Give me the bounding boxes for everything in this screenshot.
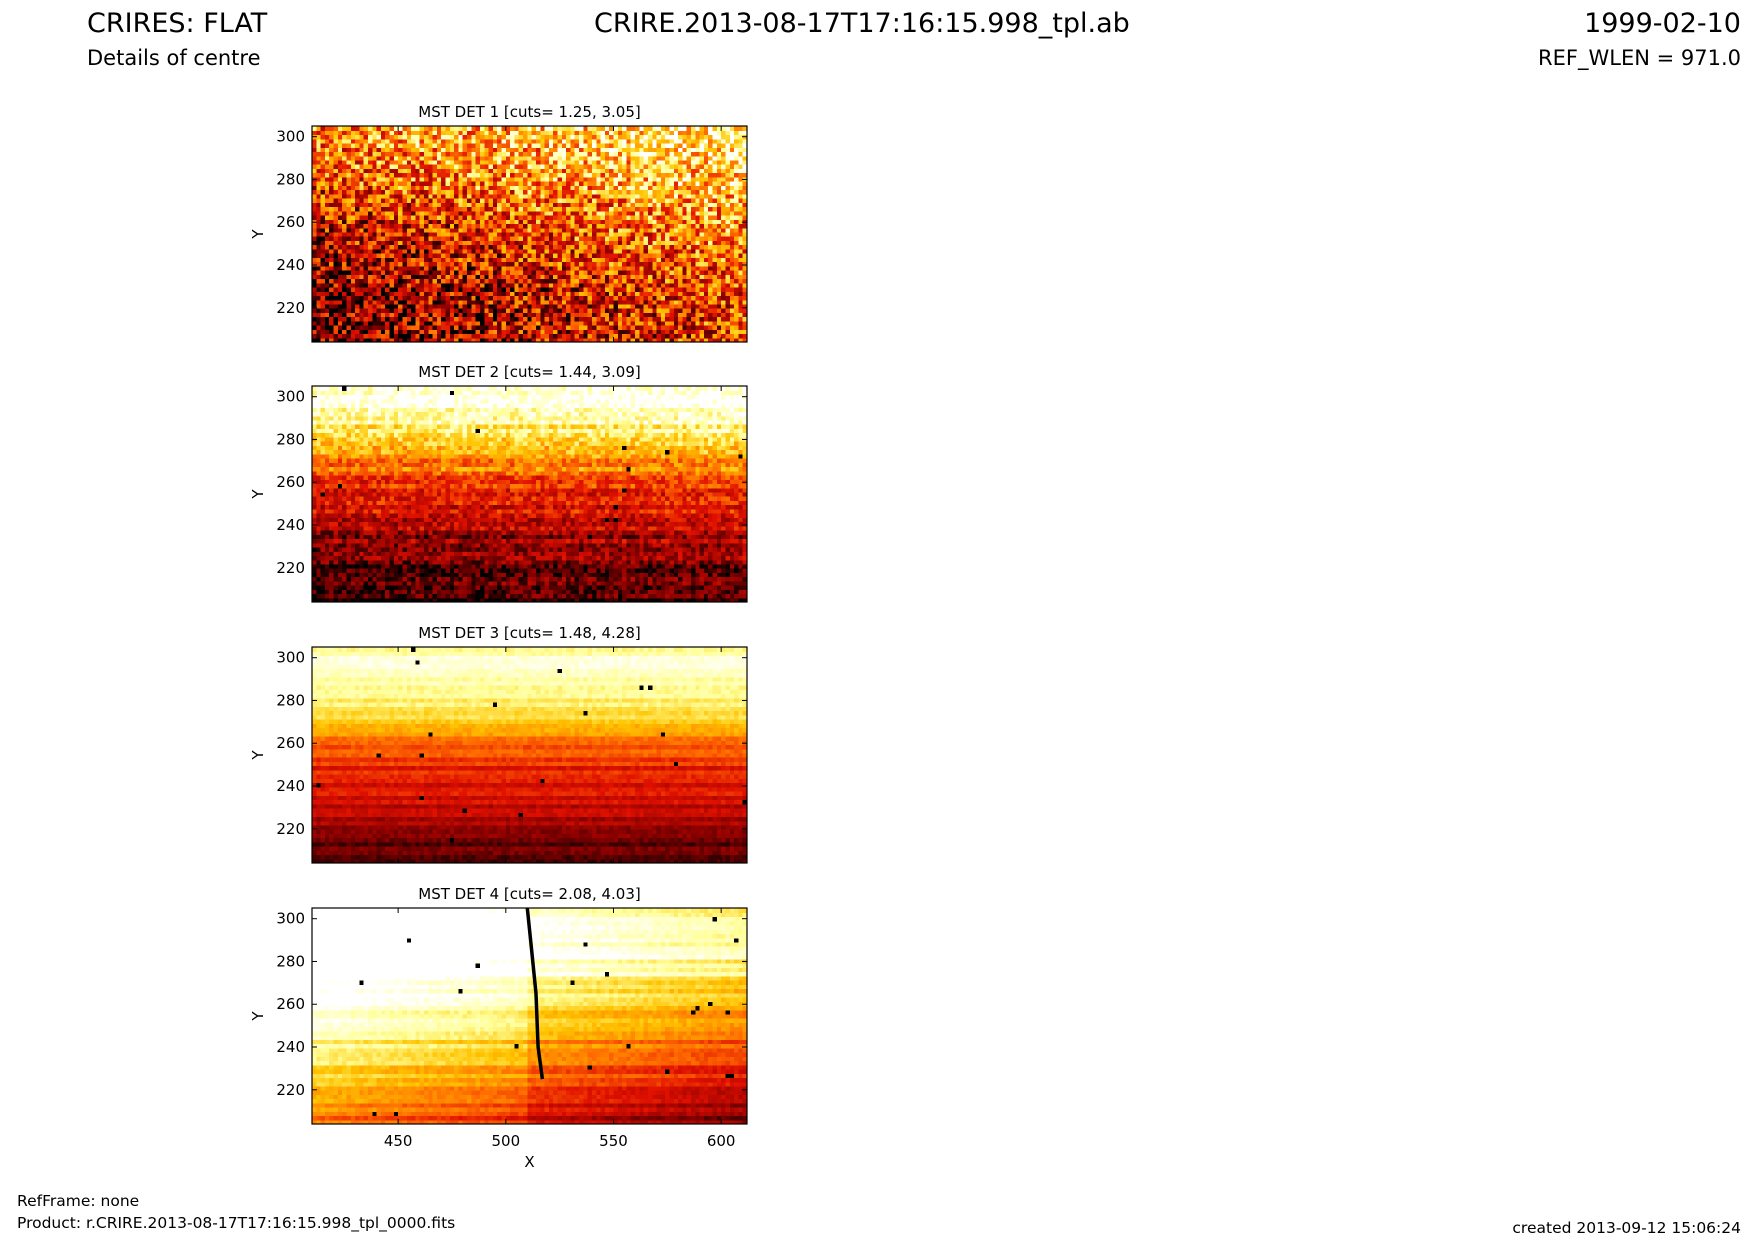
x-tick-label: 550 bbox=[599, 1132, 628, 1150]
x-axis-label: X bbox=[524, 1153, 534, 1171]
y-axis-label: Y bbox=[249, 229, 267, 240]
y-tick-label: 220 bbox=[276, 820, 305, 838]
y-tick-label: 260 bbox=[276, 995, 305, 1013]
y-tick-label: 240 bbox=[276, 777, 305, 795]
y-tick-label: 300 bbox=[276, 128, 305, 146]
y-tick-label: 300 bbox=[276, 910, 305, 928]
detector-panel-4: 220 240 260 280 300 450 500 550 600 MST DET 4 [cu… bbox=[249, 885, 748, 1171]
y-tick-label: 280 bbox=[276, 952, 305, 970]
y-tick-label: 220 bbox=[276, 299, 305, 317]
panel-title: MST DET 2 [cuts= 1.44, 3.09] bbox=[418, 363, 641, 381]
y-tick-label: 300 bbox=[276, 388, 305, 406]
panel-title: MST DET 4 [cuts= 2.08, 4.03] bbox=[418, 885, 641, 903]
y-tick-label: 280 bbox=[276, 691, 305, 709]
report-title: CRIRES: FLAT bbox=[87, 8, 267, 39]
y-tick-label: 260 bbox=[276, 473, 305, 491]
y-axis-label: Y bbox=[249, 489, 267, 500]
heatmap-image bbox=[312, 386, 748, 603]
y-tick-label: 220 bbox=[276, 559, 305, 577]
y-tick-label: 300 bbox=[276, 649, 305, 667]
y-tick-label: 280 bbox=[276, 170, 305, 188]
heatmap-image bbox=[312, 647, 748, 864]
created-timestamp: created 2013-09-12 15:06:24 bbox=[1512, 1219, 1741, 1237]
plot-frame bbox=[311, 646, 748, 864]
plot-frame bbox=[311, 125, 748, 343]
y-tick-label: 220 bbox=[276, 1081, 305, 1099]
detector-panel-3: 220 240 260 280 300 MST DET 3 [cuts= 1.48, 4.… bbox=[249, 624, 748, 864]
heatmap-image bbox=[312, 908, 748, 1125]
y-axis-label: Y bbox=[249, 1011, 267, 1022]
y-tick-label: 260 bbox=[276, 734, 305, 752]
y-tick-label: 240 bbox=[276, 1038, 305, 1056]
reference-wavelength: REF_WLEN = 971.0 bbox=[1538, 46, 1741, 70]
x-tick-label: 600 bbox=[707, 1132, 736, 1150]
y-tick-label: 260 bbox=[276, 213, 305, 231]
product-label: Product: r.CRIRE.2013-08-17T17:16:15.998… bbox=[17, 1214, 455, 1232]
ref-frame-label: RefFrame: none bbox=[17, 1192, 139, 1210]
defect-column-line bbox=[525, 907, 545, 1080]
x-tick-label: 450 bbox=[384, 1132, 413, 1150]
x-tick-label: 500 bbox=[491, 1132, 520, 1150]
plot-frame bbox=[311, 907, 748, 1125]
y-axis-label: Y bbox=[249, 750, 267, 761]
y-tick-label: 240 bbox=[276, 516, 305, 534]
file-name: CRIRE.2013-08-17T17:16:15.998_tpl.ab bbox=[594, 8, 1130, 39]
report-subtitle: Details of centre bbox=[87, 46, 261, 70]
observation-date: 1999-02-10 bbox=[1584, 8, 1741, 39]
y-tick-label: 240 bbox=[276, 256, 305, 274]
heatmap-image bbox=[312, 126, 748, 343]
panel-title: MST DET 3 [cuts= 1.48, 4.28] bbox=[418, 624, 641, 642]
detector-panel-2: 220 240 260 280 300 MST DET 2 [cuts= 1.44, 3.… bbox=[249, 363, 748, 603]
plot-frame bbox=[311, 385, 748, 603]
panel-title: MST DET 1 [cuts= 1.25, 3.05] bbox=[418, 103, 641, 121]
detector-panel-1: 220 240 260 280 300 MST DET 1 [cuts= 1.25, 3.… bbox=[249, 103, 748, 343]
y-tick-label: 280 bbox=[276, 430, 305, 448]
